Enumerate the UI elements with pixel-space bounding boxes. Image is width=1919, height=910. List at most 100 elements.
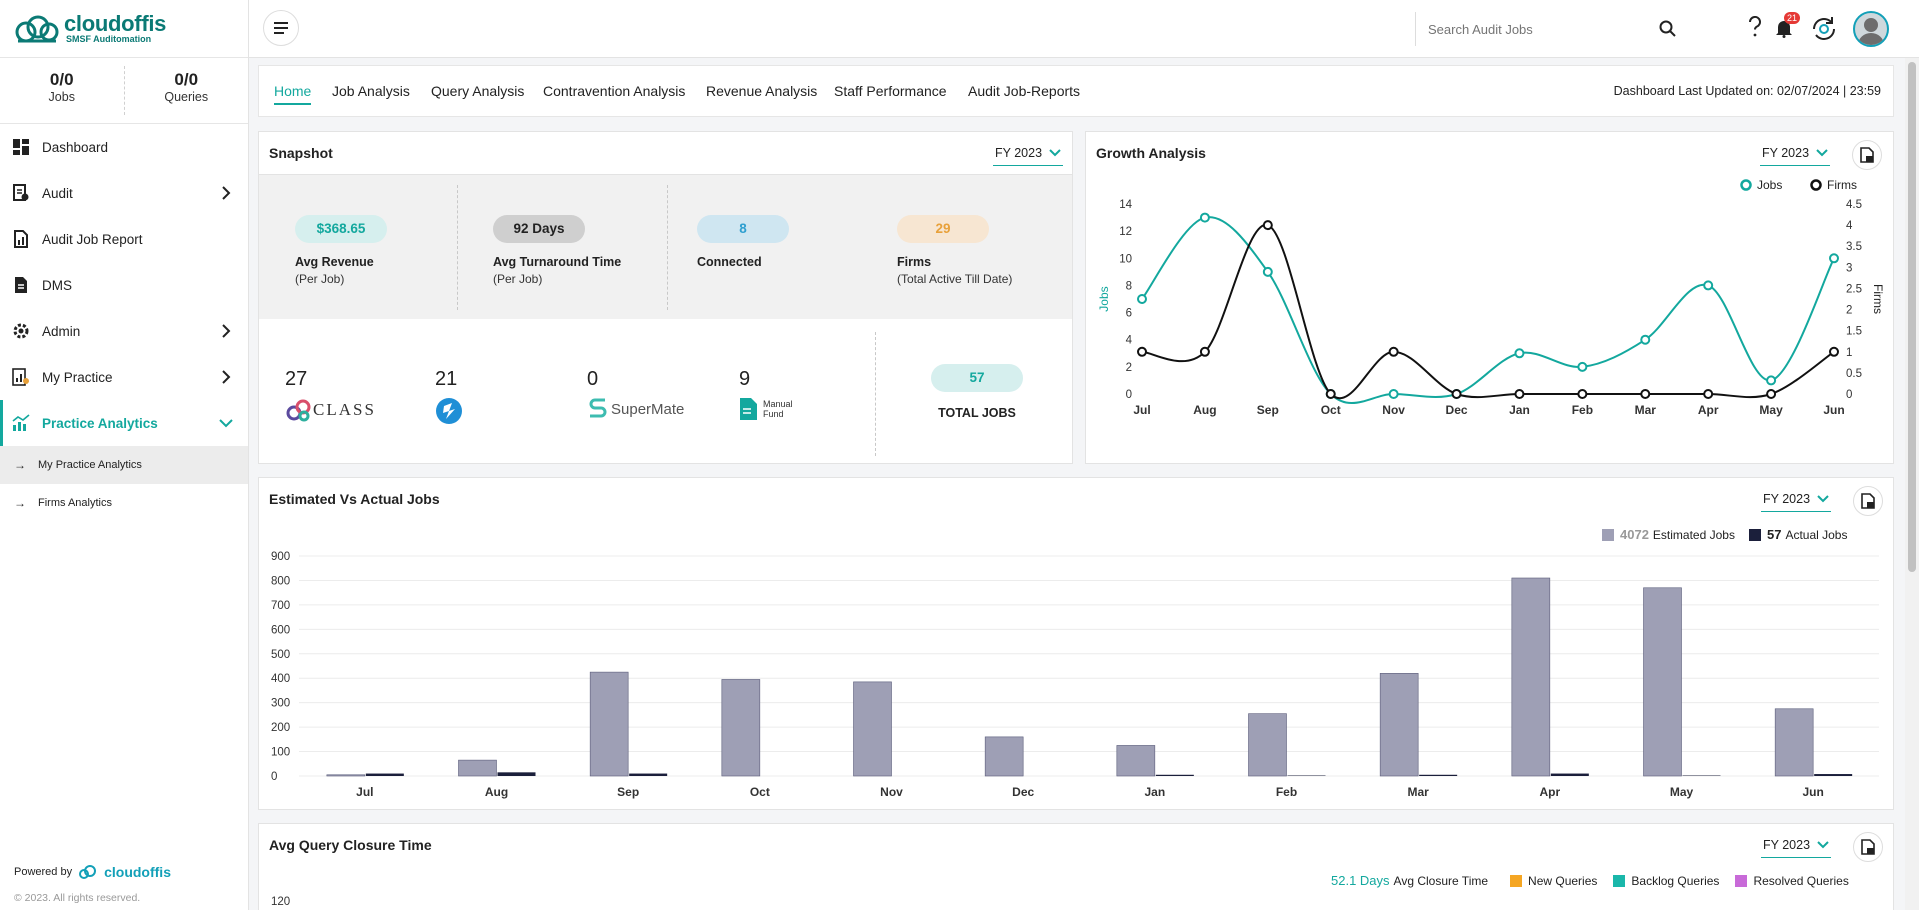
source-name: CLASS: [313, 400, 376, 419]
y2-tick-label: 3: [1846, 262, 1852, 274]
source-name: SuperMate: [611, 400, 685, 418]
y-tick-label: 900: [271, 551, 290, 563]
page-scrollbar[interactable]: [1905, 58, 1919, 910]
bell-icon[interactable]: [1775, 18, 1793, 38]
data-point: [1199, 346, 1210, 357]
sidebar-item-dashboard[interactable]: Dashboard: [0, 124, 248, 170]
tab-home[interactable]: Home: [274, 83, 312, 105]
audit-icon: [12, 184, 30, 202]
search-icon[interactable]: [1659, 20, 1677, 38]
supermate-logo: SuperMate: [587, 397, 684, 421]
y-tick-label: 4: [1126, 335, 1133, 347]
kpi-value: $368.65: [295, 215, 387, 243]
bar-estimated: [1511, 577, 1551, 777]
query-fy-select[interactable]: FY 2023: [1761, 834, 1831, 858]
document-icon: [12, 276, 30, 294]
scrollbar-thumb[interactable]: [1908, 62, 1916, 572]
legend-marker: [1740, 179, 1752, 191]
chevron-down-icon: [1049, 149, 1061, 157]
divider: [457, 185, 458, 310]
y-tick-label: 100: [271, 747, 290, 759]
bar-estimated: [326, 774, 366, 777]
y2-tick-label: 3.5: [1846, 241, 1862, 253]
x-tick-label: Aug: [485, 785, 508, 799]
y-tick-label: 8: [1126, 280, 1132, 292]
y-tick-label: 6: [1126, 308, 1132, 320]
estimated-bar-chart: 0 100 200 300 400 500 600 700 800 900 Jul Aug Sep Oct…: [271, 551, 1879, 799]
data-point: [1577, 389, 1588, 399]
analytics-icon: [12, 414, 30, 432]
x-tick-label: Jan: [1144, 785, 1165, 799]
estimated-fy-select[interactable]: FY 2023: [1761, 488, 1831, 512]
menu-toggle-button[interactable]: [263, 10, 299, 46]
resolved-queries-swatch: [1735, 874, 1748, 887]
tab-revenue-analysis[interactable]: Revenue Analysis: [706, 83, 818, 99]
x-tick-label: Apr: [1539, 785, 1560, 799]
new-queries-label: New Queries: [1528, 873, 1598, 888]
estimated-total: 4072: [1620, 527, 1649, 542]
y-tick-label: 500: [271, 649, 290, 661]
arrow-right-icon: →: [14, 496, 26, 510]
sidebar-item-my-practice[interactable]: My Practice: [0, 354, 248, 400]
sidebar-item-audit[interactable]: Audit: [0, 170, 248, 216]
export-doc-icon: [1861, 493, 1875, 509]
sidebar-item-label: Practice Analytics: [42, 415, 158, 431]
sidebar-item-dms[interactable]: DMS: [0, 262, 248, 308]
source-supermate: 0 SuperMate: [587, 368, 684, 421]
legend-marker: [1810, 179, 1822, 191]
powered-by-label: Powered by: [14, 866, 73, 878]
x-tick-label: Apr: [1698, 403, 1719, 417]
help-icon[interactable]: [1745, 16, 1765, 38]
x-tick-label: Sep: [617, 785, 639, 799]
x-tick-label: Oct: [1321, 403, 1341, 417]
growth-export-button[interactable]: [1852, 140, 1882, 170]
sidebar-item-audit-job-report[interactable]: Audit Job Report: [0, 216, 248, 262]
snapshot-title: Snapshot: [269, 145, 333, 161]
brand-logo[interactable]: cloudoffis SMSF Auditomation: [0, 0, 248, 58]
supermate-logo-icon: [589, 398, 607, 418]
report-icon: [12, 230, 30, 248]
kpi-firms: 29 Firms (Total Active Till Date): [897, 215, 1012, 286]
tab-audit-job-reports[interactable]: Audit Job-Reports: [968, 83, 1081, 99]
data-point: [1262, 220, 1273, 231]
y2-tick-label: 0: [1846, 389, 1852, 401]
avg-closure-label: Avg Closure Time: [1393, 873, 1489, 888]
jobs-count[interactable]: 0/0 Jobs: [0, 66, 125, 115]
chevron-right-icon: [222, 324, 231, 338]
sidebar-item-admin[interactable]: Admin: [0, 308, 248, 354]
total-jobs: 57 TOTAL JOBS: [927, 364, 1027, 420]
subitem-my-practice-analytics[interactable]: → My Practice Analytics: [0, 446, 248, 484]
cloud-mini-icon: [79, 865, 97, 879]
tab-job-analysis[interactable]: Job Analysis: [332, 83, 410, 99]
y-tick-label: 400: [271, 673, 290, 685]
query-export-button[interactable]: [1853, 832, 1883, 862]
queries-count[interactable]: 0/0 Queries: [125, 66, 249, 115]
sidebar-item-label: DMS: [42, 277, 72, 293]
y-tick-label: 200: [271, 722, 290, 734]
sync-icon[interactable]: [1809, 14, 1839, 44]
kpi-subtitle: (Per Job): [493, 272, 543, 286]
data-point: [1388, 346, 1399, 357]
tab-staff-performance[interactable]: Staff Performance: [834, 83, 947, 99]
source-manual-fund: 9 Manual Fund: [739, 368, 797, 421]
chevron-right-icon: [222, 370, 231, 384]
search-input[interactable]: [1416, 21, 1646, 37]
snapshot-fy-select[interactable]: FY 2023: [993, 142, 1063, 166]
y-tick-label: 2: [1126, 362, 1132, 374]
y2-tick-label: 2: [1846, 305, 1852, 317]
avatar[interactable]: [1853, 11, 1889, 47]
tab-contravention-analysis[interactable]: Contravention Analysis: [543, 83, 686, 99]
x-tick-label: Feb: [1276, 785, 1297, 799]
bar-actual: [497, 772, 536, 776]
actual-total: 57: [1766, 527, 1782, 542]
divider: [667, 185, 668, 310]
dashboard-last-updated: Dashboard Last Updated on: 02/07/2024 | …: [1613, 84, 1881, 98]
copyright: © 2023. All rights reserved.: [14, 892, 141, 904]
legend-label: Jobs: [1757, 178, 1782, 192]
subitem-firms-analytics[interactable]: → Firms Analytics: [0, 484, 248, 522]
sidebar-item-practice-analytics[interactable]: Practice Analytics: [0, 400, 248, 446]
estimated-export-button[interactable]: [1853, 486, 1883, 516]
tab-query-analysis[interactable]: Query Analysis: [431, 83, 525, 99]
bar-actual: [629, 773, 668, 776]
growth-fy-select[interactable]: FY 2023: [1760, 142, 1830, 166]
